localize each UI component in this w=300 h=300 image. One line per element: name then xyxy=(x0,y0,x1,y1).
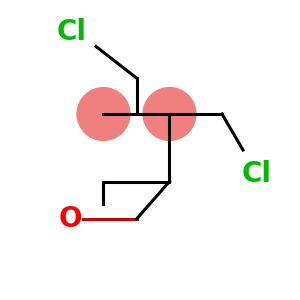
Circle shape xyxy=(77,88,130,140)
Text: Cl: Cl xyxy=(57,17,87,46)
Circle shape xyxy=(143,88,196,140)
Text: O: O xyxy=(59,205,82,233)
Text: Cl: Cl xyxy=(242,160,272,188)
